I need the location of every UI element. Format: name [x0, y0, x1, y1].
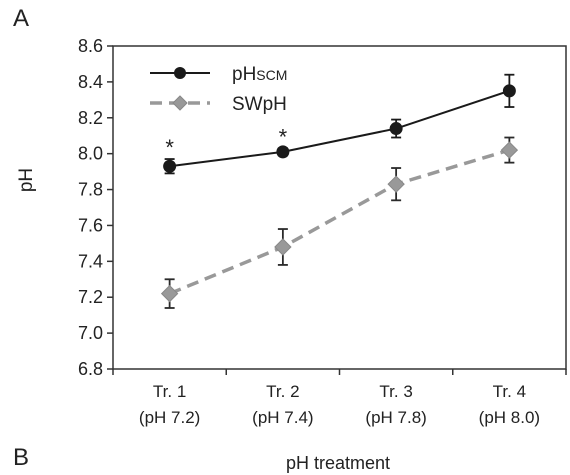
- legend-entry-0: pHSCM: [150, 64, 287, 85]
- significance-asterisk: *: [279, 124, 288, 149]
- x-tick-label: Tr. 4: [493, 382, 526, 401]
- legend-label: pHSCM: [232, 64, 287, 85]
- legend-marker: [174, 67, 186, 79]
- x-tick-label: (pH 7.4): [252, 408, 313, 427]
- y-tick-label: 7.0: [78, 323, 103, 343]
- data-point: [502, 84, 516, 98]
- y-axis-title: pH: [16, 168, 37, 192]
- legend: pHSCM SWpH: [150, 64, 287, 115]
- series-1: [160, 136, 519, 309]
- y-tick-label: 7.8: [78, 180, 103, 200]
- axes: 6.8 7.0 7.2 7.4 7.6 7.8 8.0 8.2 8.4 8.6 Tr. 1 (pH 7…: [78, 36, 567, 427]
- legend-label-text: SWpH: [232, 94, 287, 115]
- panel-label-a: A: [13, 5, 30, 32]
- y-tick-label: 7.6: [78, 215, 103, 235]
- data-point: [276, 145, 290, 159]
- y-tick-label: 8.6: [78, 36, 103, 56]
- x-tick-label: Tr. 3: [379, 382, 412, 401]
- series-line: [169, 89, 510, 168]
- x-tick-label: Tr. 1: [153, 382, 186, 401]
- panel-label-b: B: [13, 444, 30, 471]
- series-layer: * *: [160, 73, 519, 309]
- data-point: [500, 141, 519, 159]
- data-point: [274, 238, 292, 256]
- y-tick-label: 7.2: [78, 287, 103, 307]
- series-line: [168, 148, 510, 296]
- x-axis-title: pH treatment: [286, 453, 390, 473]
- data-point: [389, 122, 403, 136]
- y-tick-label: 8.2: [78, 108, 103, 128]
- y-tick-label: 7.4: [78, 251, 103, 271]
- legend-label-text: pH: [232, 64, 256, 85]
- legend-marker: [172, 95, 188, 111]
- series-0: [163, 73, 516, 175]
- y-tick-label: 8.0: [78, 144, 103, 164]
- x-tick-label: (pH 7.2): [139, 408, 200, 427]
- data-point: [160, 284, 179, 303]
- legend-entry-1: SWpH: [150, 94, 287, 115]
- legend-label: SWpH: [232, 94, 287, 115]
- data-point: [163, 159, 177, 173]
- x-tick-label: (pH 7.8): [365, 408, 426, 427]
- x-tick-label: (pH 8.0): [479, 408, 540, 427]
- legend-label-subscript: SCM: [256, 67, 287, 83]
- y-tick-label: 8.4: [78, 72, 103, 92]
- data-point: [387, 175, 405, 193]
- x-tick-label: Tr. 2: [266, 382, 299, 401]
- y-tick-label: 6.8: [78, 359, 103, 379]
- significance-asterisk: *: [165, 135, 174, 160]
